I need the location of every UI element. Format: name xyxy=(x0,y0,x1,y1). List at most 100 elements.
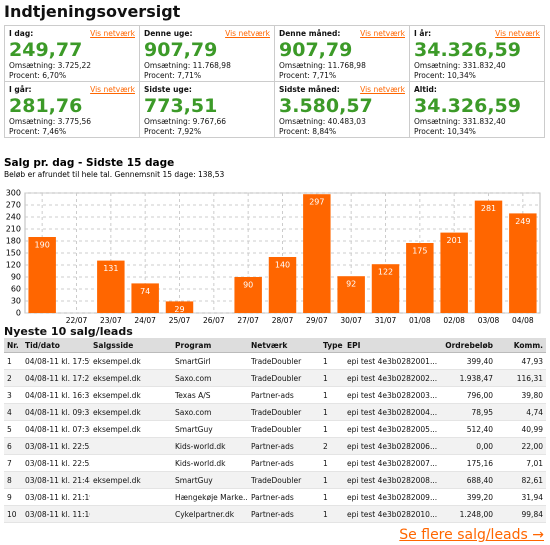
table-cell: epi test 4e3b0282009... xyxy=(344,488,440,506)
table-cell: epi test 4e3b0282003... xyxy=(344,386,440,404)
x-tick-label: 27/07 xyxy=(237,316,259,325)
table-cell: 1 xyxy=(320,505,344,523)
stat-label: Altid: xyxy=(414,85,437,94)
stat-revenue: Omsætning: 3.725,22 xyxy=(9,61,92,70)
table-cell: 1.938,47 xyxy=(440,369,496,387)
network-link[interactable]: Vis netværk xyxy=(90,29,135,38)
bar-label: 297 xyxy=(309,198,324,207)
x-tick-label: 29/07 xyxy=(306,316,328,325)
network-link[interactable]: Vis netværk xyxy=(225,29,270,38)
stat-label: Sidste måned: xyxy=(279,85,340,94)
table-cell: TradeDoubler xyxy=(248,420,320,438)
stat-percent: Procent: 7,46% xyxy=(9,127,67,136)
table-cell: 31,94 xyxy=(496,488,546,506)
table-cell: eksempel.dk xyxy=(90,386,172,404)
table-cell: SmartGuy xyxy=(172,420,248,438)
stat-value: 773,51 xyxy=(144,95,218,117)
table-cell: 7 xyxy=(4,454,22,472)
table-cell: 03/08-11 kl. 21:19:59 xyxy=(22,488,90,506)
bar xyxy=(303,194,331,313)
table-cell: eksempel.dk xyxy=(90,471,172,489)
stat-cell: Denne uge: Vis netværk 907,79 Omsætning: 11… xyxy=(140,26,275,82)
table-body: 104/08-11 kl. 17:59:59eksempel.dkSmartGi… xyxy=(4,352,546,523)
column-header: Tid/dato xyxy=(22,338,90,353)
table-cell: eksempel.dk xyxy=(90,420,172,438)
stat-percent: Procent: 10,34% xyxy=(414,127,476,136)
y-tick-label: 150 xyxy=(6,249,21,258)
x-tick-label: 26/07 xyxy=(203,316,225,325)
chart-title: Salg pr. dag - Sidste 15 dage xyxy=(4,157,174,169)
bar-label: 249 xyxy=(515,217,530,226)
table-cell: 04/08-11 kl. 17:27:49 xyxy=(22,369,90,387)
table-cell: 1 xyxy=(320,420,344,438)
network-link[interactable]: Vis netværk xyxy=(90,85,135,94)
column-header: Komm. xyxy=(496,338,546,353)
table-cell: 10 xyxy=(4,505,22,523)
table-cell: Partner-ads xyxy=(248,505,320,523)
stat-revenue: Omsætning: 40.483,03 xyxy=(279,117,366,126)
table-cell: epi test 4e3b0282005... xyxy=(344,420,440,438)
table-cell: eksempel.dk xyxy=(90,369,172,387)
table-cell: epi test 4e3b0282007... xyxy=(344,454,440,472)
column-header: Netværk xyxy=(248,338,320,353)
stat-revenue: Omsætning: 9.767,66 xyxy=(144,117,227,126)
column-header: Ordrebeløb xyxy=(440,338,496,353)
stat-value: 34.326,59 xyxy=(414,95,521,117)
y-tick-label: 300 xyxy=(6,189,21,198)
stat-value: 907,79 xyxy=(144,39,218,61)
stat-revenue: Omsætning: 11.768,98 xyxy=(144,61,231,70)
table-cell: 99,84 xyxy=(496,505,546,523)
table-cell: TradeDoubler xyxy=(248,471,320,489)
stat-cell: Denne måned: Vis netværk 907,79 Omsætning: … xyxy=(275,26,410,82)
table-row: 703/08-11 kl. 22:55:43 Kids-world.dkPartn… xyxy=(4,454,546,472)
table-header: Nr. Tid/dato Salgsside Program Netværk Type EP… xyxy=(4,338,546,353)
table-cell: 399,20 xyxy=(440,488,496,506)
bar xyxy=(234,277,262,313)
stat-value: 3.580,57 xyxy=(279,95,373,117)
table-cell: Partner-ads xyxy=(248,386,320,404)
stat-percent: Procent: 7,71% xyxy=(279,71,337,80)
table-cell: 03/08-11 kl. 22:55:43 xyxy=(22,454,90,472)
bar xyxy=(440,232,468,313)
table-cell: 116,31 xyxy=(496,369,546,387)
table-cell: 796,00 xyxy=(440,386,496,404)
table-cell: TradeDoubler xyxy=(248,352,320,370)
table-cell: 8 xyxy=(4,471,22,489)
more-link[interactable]: Se flere salg/leads → xyxy=(399,527,544,543)
table-cell: 1 xyxy=(320,352,344,370)
table-cell: epi test 4e3b0282001... xyxy=(344,352,440,370)
stats-grid: I dag: Vis netværk 249,77 Omsætning: 3.725,… xyxy=(4,25,545,138)
table-cell: 03/08-11 kl. 11:16:57 xyxy=(22,505,90,523)
bar xyxy=(268,257,297,313)
table-cell: 4,74 xyxy=(496,403,546,421)
network-link[interactable]: Vis netværk xyxy=(360,85,405,94)
x-tick-label: 03/08 xyxy=(478,316,500,325)
table-cell: 6 xyxy=(4,437,22,455)
stat-cell: I går: Vis netværk 281,76 Omsætning: 3.775,… xyxy=(5,82,140,138)
bar xyxy=(165,301,194,313)
table-cell: 22,00 xyxy=(496,437,546,455)
table-cell: 512,40 xyxy=(440,420,496,438)
table-cell xyxy=(90,488,172,506)
bar-label: 190 xyxy=(35,241,50,250)
y-tick-label: 180 xyxy=(6,237,21,246)
bar xyxy=(131,283,159,313)
table-cell: 04/08-11 kl. 17:59:59 xyxy=(22,352,90,370)
x-tick-label: 30/07 xyxy=(340,316,362,325)
bar-label: 201 xyxy=(447,236,462,245)
network-link[interactable]: Vis netværk xyxy=(495,29,540,38)
table-cell: 0,00 xyxy=(440,437,496,455)
table-cell: 03/08-11 kl. 22:55:43 xyxy=(22,437,90,455)
table-cell xyxy=(90,505,172,523)
network-link[interactable]: Vis netværk xyxy=(360,29,405,38)
bar xyxy=(97,260,125,313)
table-cell: epi test 4e3b0282002... xyxy=(344,369,440,387)
table-cell: TradeDoubler xyxy=(248,369,320,387)
bar xyxy=(406,243,434,313)
table-cell: epi test 4e3b0282008... xyxy=(344,471,440,489)
table-cell: eksempel.dk xyxy=(90,352,172,370)
stat-value: 249,77 xyxy=(9,39,83,61)
y-tick-label: 60 xyxy=(11,285,21,294)
stat-cell: Altid: 34.326,59 Omsætning: 331.832,40 Proc… xyxy=(410,82,545,138)
table-cell: 78,95 xyxy=(440,403,496,421)
